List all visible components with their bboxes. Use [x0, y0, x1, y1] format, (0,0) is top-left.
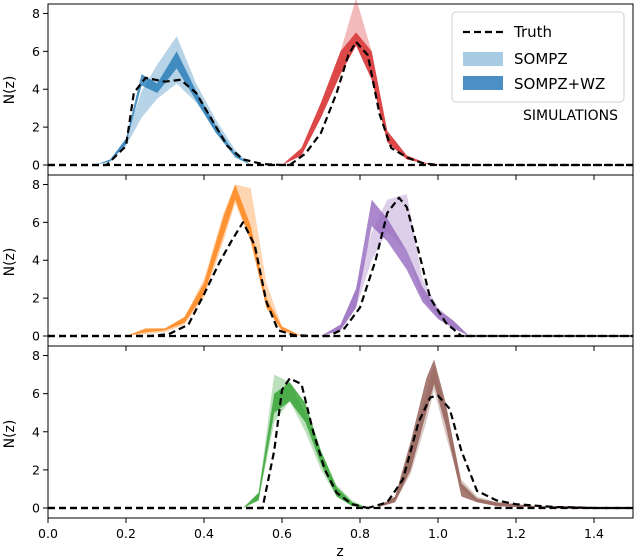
- x-axis-label: z: [336, 544, 343, 560]
- truth-line-3-1: [48, 377, 633, 510]
- sompz-wz-band-1-1: [94, 51, 251, 165]
- legend-sompzwz-swatch: [463, 76, 503, 90]
- y-tick-label: 6: [32, 386, 40, 401]
- y-tick-label: 8: [32, 6, 40, 21]
- panel-3: 0 2 4 6 8 0.0 0.2 0.4 0.6 0.8 1.0 1.2 1.4: [32, 345, 634, 541]
- x-tick-label: 1.4: [584, 526, 604, 541]
- legend-sompz-swatch: [463, 52, 503, 66]
- sompz-wz-band-1-2: [282, 32, 446, 165]
- legend-truth-label: Truth: [513, 23, 552, 41]
- simulations-annotation: SIMULATIONS: [523, 108, 618, 124]
- y-tick-label: 0: [32, 158, 40, 173]
- x-tick-label: 0.0: [38, 526, 58, 541]
- legend-sompzwz-label: SOMPZ+WZ: [514, 75, 605, 93]
- y-tick-label: 4: [32, 424, 40, 439]
- x-tick-label: 0.4: [194, 526, 214, 541]
- panel-frame: [47, 174, 634, 347]
- y-tick-label: 8: [32, 177, 40, 192]
- y-tick-label: 2: [32, 120, 40, 135]
- truth-line-1-1: [48, 76, 633, 167]
- sompz-band-2-2: [321, 193, 470, 336]
- y-axis-labels: N(z) N(z) N(z): [2, 76, 18, 449]
- sompz-wz-band-3-2: [375, 359, 614, 508]
- truth-line-2-2: [48, 196, 633, 338]
- panels: 0 2 4 6 8 0 2 4 6 8 0 2 4 6 8 0.0 0.2 0.4 0.6 0.8 1.0 1.2 1.4: [32, 0, 634, 541]
- x-tick-label: 0.6: [272, 526, 292, 541]
- sompz-wz-band-2-1: [126, 184, 302, 336]
- y-tick-label: 4: [32, 253, 40, 268]
- truth-line-2-1: [48, 221, 633, 338]
- y-tick-label: 6: [32, 44, 40, 59]
- sompz-band-1-2: [282, 0, 446, 165]
- y-tick-label: 0: [32, 501, 40, 516]
- y-tick-label: 0: [32, 329, 40, 344]
- y-axis-label-bottom: N(z): [2, 420, 18, 449]
- truth-line-1-2: [48, 40, 633, 167]
- x-tick-label: 1.2: [506, 526, 526, 541]
- legend-sompz-label: SOMPZ: [514, 50, 568, 68]
- sompz-band-3-1: [243, 374, 368, 508]
- y-tick-label: 6: [32, 215, 40, 230]
- sompz-band-3-2: [375, 365, 614, 508]
- y-tick-label: 8: [32, 348, 40, 363]
- y-tick-label: 2: [32, 462, 40, 477]
- sompz-wz-band-3-1: [243, 382, 368, 508]
- y-axis-label-middle: N(z): [2, 248, 18, 277]
- panel-2: 0 2 4 6 8: [32, 174, 634, 351]
- legend: Truth SOMPZ SOMPZ+WZ: [451, 11, 625, 103]
- y-tick-label: 4: [32, 82, 40, 97]
- x-tick-label: 0.2: [116, 526, 136, 541]
- x-tick-label: 1.0: [428, 526, 448, 541]
- x-tick-label: 0.8: [350, 526, 370, 541]
- y-axis-label-top: N(z): [2, 76, 18, 105]
- y-tick-label: 2: [32, 291, 40, 306]
